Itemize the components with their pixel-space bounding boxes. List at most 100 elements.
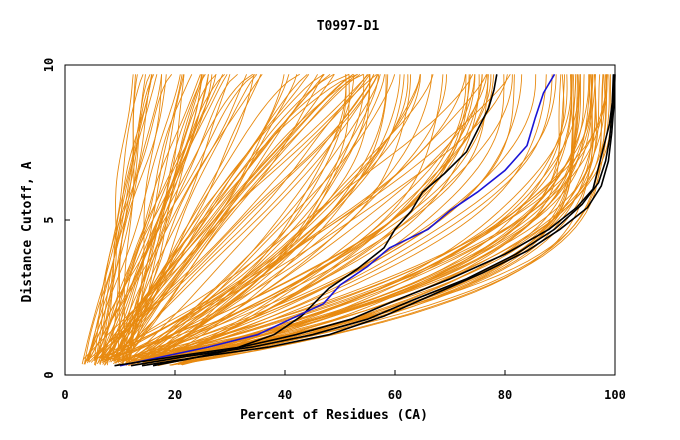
background-series-line <box>94 74 205 360</box>
background-series-line <box>170 74 604 366</box>
background-series-line <box>136 74 347 363</box>
background-series-line <box>123 74 290 359</box>
background-series-line <box>109 74 185 363</box>
background-series-line <box>82 73 369 360</box>
background-series-line <box>158 74 476 366</box>
background-series-line <box>114 74 255 363</box>
background-series-line <box>153 74 365 359</box>
background-series-line <box>99 74 474 362</box>
background-series-line <box>128 74 163 360</box>
background-series-line <box>142 74 585 363</box>
highlight-series-line-3 <box>114 74 615 367</box>
background-series-line <box>113 74 387 360</box>
y-axis-ticks: 0 5 10 <box>42 58 70 379</box>
chart-title: T0997-D1 <box>317 19 380 34</box>
background-series-line <box>125 74 568 360</box>
background-series-line <box>144 74 577 363</box>
background-series-line <box>110 73 324 361</box>
background-series-line <box>132 74 523 364</box>
background-series-line <box>113 74 318 362</box>
x-tick-label: 100 <box>604 388 626 402</box>
background-series-line <box>126 74 421 362</box>
background-series-line <box>87 74 163 361</box>
background-series-line <box>131 74 565 364</box>
background-series-line <box>123 74 202 361</box>
background-series-line <box>134 74 594 362</box>
background-series-line <box>81 74 158 365</box>
highlight-series-line-1 <box>152 74 498 367</box>
background-series-line <box>103 73 256 366</box>
background-series-line <box>143 74 489 362</box>
background-series-line <box>102 74 134 361</box>
background-series-line <box>125 74 258 366</box>
background-series-line <box>98 74 228 363</box>
y-tick-label: 5 <box>42 216 56 223</box>
background-series-line <box>98 74 409 359</box>
background-series-line <box>95 74 201 365</box>
background-series-line <box>181 74 581 366</box>
background-series-line <box>121 73 364 362</box>
background-series-line <box>100 74 508 359</box>
background-series-line <box>115 74 371 366</box>
x-tick-label: 80 <box>498 388 512 402</box>
background-series-line <box>145 74 597 364</box>
background-series-line <box>112 74 375 361</box>
background-series-line <box>144 74 547 364</box>
highlight-series-line-4 <box>130 74 615 367</box>
background-series-line <box>139 74 488 366</box>
background-series-line <box>148 74 434 359</box>
background-series-line <box>136 74 553 363</box>
background-series-line <box>156 74 581 363</box>
background-series-line <box>157 74 470 363</box>
background-series-line <box>114 73 354 362</box>
background-series-line <box>149 74 370 363</box>
background-series-line <box>106 74 153 366</box>
background-series-line <box>88 74 153 362</box>
background-series-line <box>112 74 262 362</box>
background-series-line <box>101 74 347 363</box>
background-series-line <box>125 74 379 364</box>
background-series-line <box>129 74 483 366</box>
y-tick-label: 10 <box>42 58 56 72</box>
background-series-line <box>98 74 285 364</box>
x-tick-label: 0 <box>61 388 68 402</box>
background-series-line <box>154 74 566 365</box>
x-tick-label: 40 <box>278 388 292 402</box>
x-tick-label: 20 <box>168 388 182 402</box>
background-series-line <box>95 74 173 360</box>
background-series-line <box>118 74 183 363</box>
background-series-line <box>100 74 310 361</box>
background-series-line <box>84 74 153 363</box>
background-series-line <box>178 74 596 362</box>
x-axis-label: Percent of Residues (CA) <box>240 408 428 423</box>
background-series-line <box>104 73 254 362</box>
background-series-line <box>141 74 505 363</box>
highlight-series-line-5 <box>141 74 616 367</box>
background-series-line <box>127 74 608 366</box>
background-series-line <box>83 74 217 365</box>
x-tick-label: 60 <box>388 388 402 402</box>
background-series-line <box>167 74 607 364</box>
background-series-line <box>175 74 572 365</box>
x-axis-ticks: 0 20 40 60 80 100 <box>61 370 626 402</box>
background-series-line <box>94 74 146 366</box>
background-series-line <box>157 74 608 367</box>
background-series-line <box>103 74 466 359</box>
background-series-line <box>169 74 590 359</box>
background-series-line <box>180 74 581 366</box>
highlight-series-group <box>114 73 616 367</box>
background-series-line <box>149 74 421 366</box>
background-series-line <box>133 74 380 362</box>
background-series-line <box>132 74 537 361</box>
background-series-line <box>106 74 489 360</box>
y-tick-label: 0 <box>42 371 56 378</box>
background-series-line <box>160 74 389 363</box>
background-series-line <box>120 73 358 366</box>
background-series-line <box>84 74 167 365</box>
highlight-series-line-2 <box>119 73 556 367</box>
y-axis-label: Distance Cutoff, A <box>20 161 35 302</box>
background-series-line <box>126 74 487 365</box>
background-series-line <box>86 74 263 364</box>
background-series-line <box>145 74 593 365</box>
